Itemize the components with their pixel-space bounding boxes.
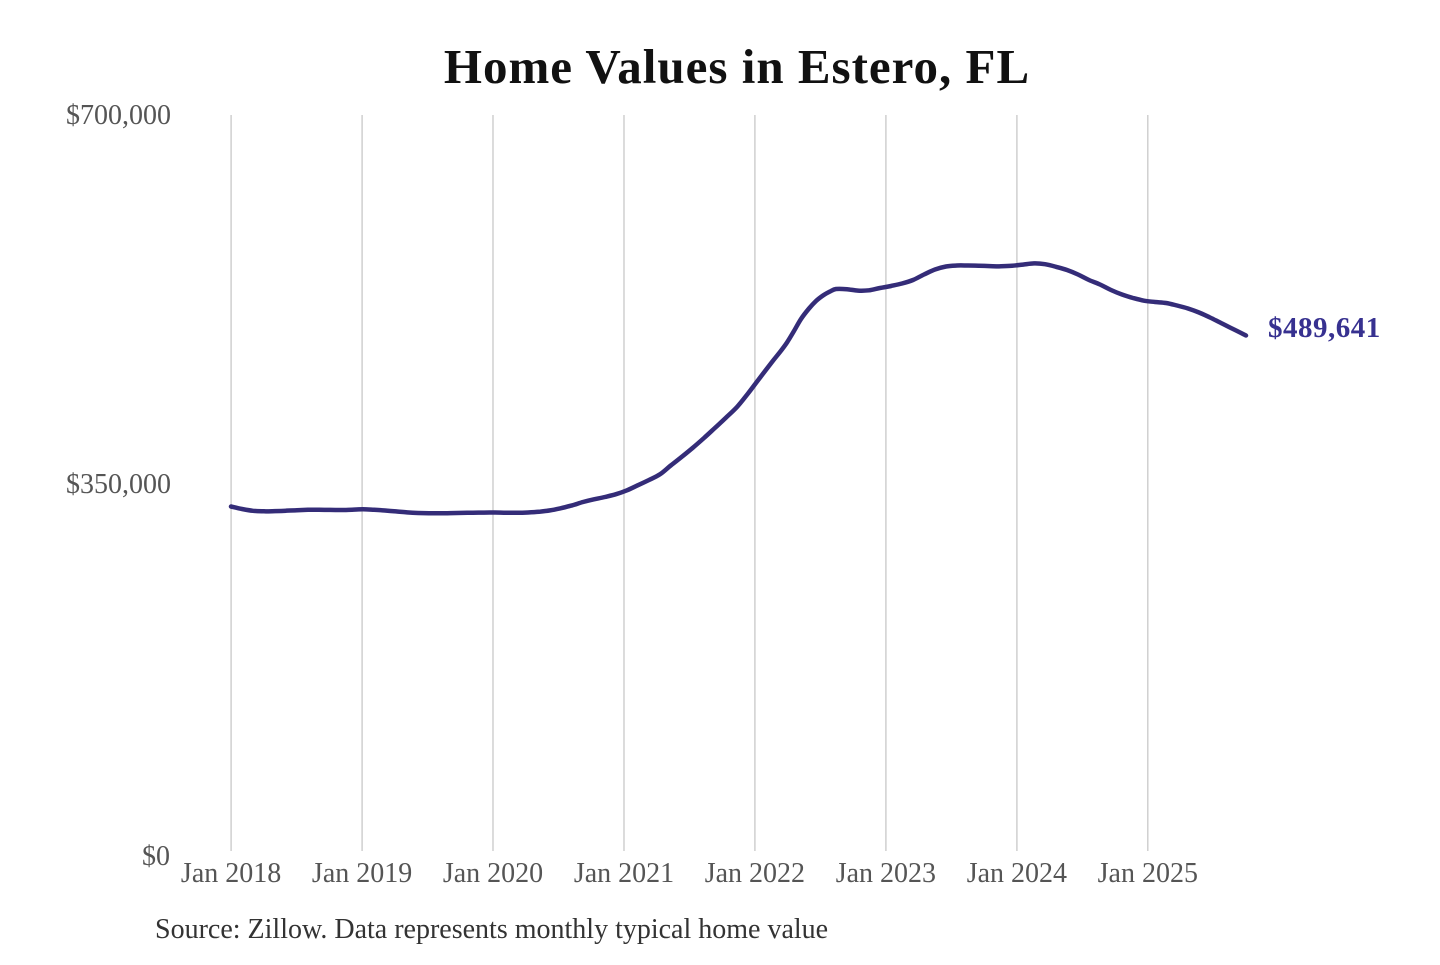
svg-text:$350,000: $350,000 (66, 469, 171, 500)
svg-text:Jan 2020: Jan 2020 (443, 858, 543, 889)
svg-text:$489,641: $489,641 (1268, 312, 1381, 344)
svg-text:Home Values in Estero, FL: Home Values in Estero, FL (444, 39, 1030, 94)
svg-text:Jan 2024: Jan 2024 (967, 858, 1067, 889)
svg-text:Jan 2025: Jan 2025 (1098, 858, 1198, 889)
svg-text:Jan 2021: Jan 2021 (574, 858, 674, 889)
svg-text:Jan 2022: Jan 2022 (705, 858, 805, 889)
svg-text:Jan 2018: Jan 2018 (181, 858, 281, 889)
svg-text:Jan 2023: Jan 2023 (836, 858, 936, 889)
svg-text:$700,000: $700,000 (66, 100, 171, 131)
svg-text:Source: Zillow. Data represent: Source: Zillow. Data represents monthly … (155, 914, 828, 945)
svg-text:Jan 2019: Jan 2019 (312, 858, 412, 889)
svg-text:$0: $0 (142, 841, 170, 872)
